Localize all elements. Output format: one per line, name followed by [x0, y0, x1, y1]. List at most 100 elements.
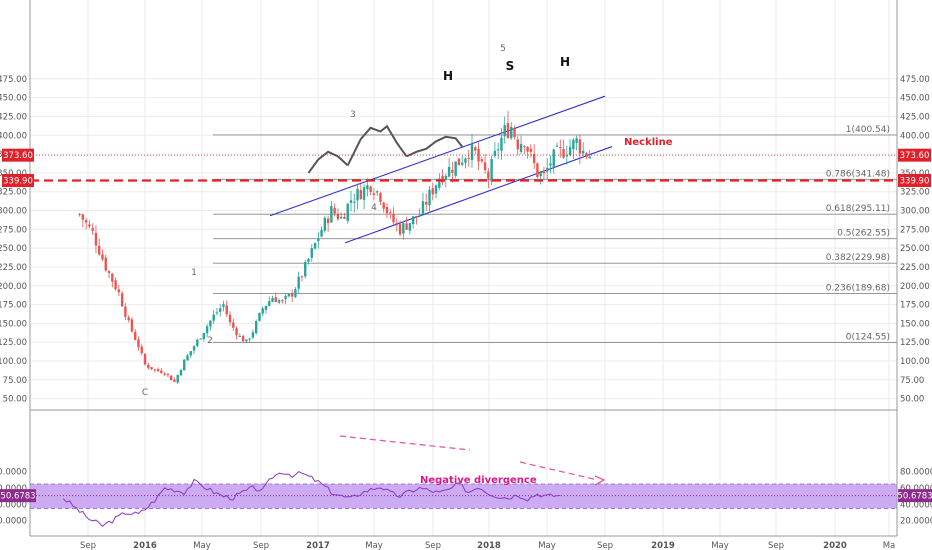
candle-body — [147, 364, 150, 368]
candle-body — [362, 187, 366, 200]
candle-body — [169, 375, 173, 381]
candle-body — [173, 379, 176, 382]
price-tick-label: 450.00 — [900, 94, 930, 104]
candle-body — [578, 139, 582, 154]
time-tick-label: Ma — [883, 541, 896, 550]
candle-body — [219, 308, 222, 312]
candle-body — [457, 158, 461, 166]
candle-body — [431, 188, 434, 195]
candle-body — [117, 289, 121, 293]
candle-body — [268, 301, 271, 306]
time-tick-label: May — [365, 541, 383, 550]
time-tick-label: Sep — [253, 541, 269, 550]
rsi-axis-left: 80.0000 60.0000 40.0000 20.0000 — [0, 468, 27, 527]
rsi-tag-right-box — [898, 489, 932, 503]
candle-body — [333, 207, 336, 214]
candle-body — [529, 148, 533, 152]
candle-body — [307, 258, 310, 262]
time-tick-label: Sep — [597, 541, 613, 550]
time-tick-label: Sep — [80, 541, 96, 550]
candle-body — [549, 163, 552, 166]
rsi-tag-left-text: 50.6783 — [0, 492, 35, 502]
candle-body — [392, 213, 395, 223]
candle-body — [526, 147, 529, 152]
wave-label: 1 — [191, 268, 197, 278]
candle-body — [539, 172, 542, 177]
candle-body — [258, 312, 261, 321]
candle-body — [441, 175, 444, 183]
price-tick-label: 275.00 — [900, 225, 930, 235]
price-tick-label: 450.00 — [0, 94, 27, 104]
candle-body — [500, 137, 503, 151]
candle-body — [565, 155, 569, 157]
candle-body — [130, 319, 134, 332]
candle-body — [196, 339, 199, 346]
candle-body — [304, 262, 307, 277]
candle-body — [444, 175, 448, 180]
neckline-tag-left: 339.90 — [2, 174, 34, 188]
candle-body — [297, 276, 300, 289]
current-price-tag-right: 373.60 — [898, 148, 931, 162]
candle-body — [264, 305, 268, 310]
candle-body — [326, 218, 330, 224]
candle-body — [274, 297, 277, 303]
price-tick-label: 200.00 — [0, 282, 27, 292]
divergence-arrow — [594, 475, 606, 486]
candle-body — [428, 189, 431, 206]
price-tick-label: 250.00 — [0, 244, 27, 254]
candle-body — [294, 289, 297, 298]
candle-body — [454, 161, 457, 176]
candle-body — [271, 297, 274, 303]
head-shoulders-curves — [307, 124, 463, 174]
time-tick-label: 2016 — [133, 541, 157, 550]
candle-body — [114, 280, 117, 290]
candle-body — [120, 293, 124, 307]
fib-label: 0.618(295.11) — [826, 204, 890, 214]
price-tick-label: 325.00 — [0, 188, 27, 198]
candle-body — [189, 351, 192, 356]
rsi-axis-right: 80.0000 60.0000 40.0000 20.0000 — [900, 468, 932, 527]
time-tick-label: 2017 — [306, 541, 330, 550]
candle-body — [532, 154, 536, 164]
neckline-tag-left-text: 339.90 — [3, 177, 33, 187]
price-tick-label: 100.00 — [0, 357, 27, 367]
candle-body — [143, 353, 147, 365]
time-tick-label: 2018 — [477, 541, 501, 550]
rsi-tick-label: 40.0000 — [0, 500, 27, 510]
price-tick-label: 75.00 — [3, 376, 27, 386]
candle-body — [84, 220, 88, 223]
price-tick-label: 300.00 — [900, 207, 930, 217]
hs-curve-3 — [406, 135, 463, 158]
candle-body — [320, 229, 323, 237]
candle-body — [183, 359, 186, 371]
candle-body — [127, 317, 130, 321]
candle-body — [340, 216, 343, 219]
candle-body — [88, 224, 91, 227]
divergence-line-1 — [339, 435, 471, 451]
neckline-label: Neckline — [624, 137, 673, 148]
candle-body — [228, 314, 232, 323]
price-tick-label: 350.00 — [900, 169, 930, 179]
candlestick-series — [78, 110, 591, 384]
candle-body — [290, 292, 294, 297]
candle-body — [179, 369, 183, 376]
candle-body — [398, 224, 402, 235]
divergence-label: Negative divergence — [420, 475, 537, 486]
candle-body — [215, 312, 219, 314]
candle-body — [421, 201, 425, 214]
fibonacci-levels: 1(400.54) 0.786(341.48) 0.618(295.11) 0.5(2… — [213, 125, 897, 343]
candle-body — [369, 186, 372, 192]
candle-body — [581, 150, 585, 154]
fib-label: 0.786(341.48) — [826, 169, 890, 179]
wave-label: 3 — [350, 110, 356, 120]
price-tick-label: 75.00 — [900, 376, 924, 386]
rsi-tick-label: 20.0000 — [900, 517, 932, 527]
candle-body — [281, 300, 284, 302]
candle-body — [434, 185, 438, 194]
candle-body — [245, 339, 248, 342]
time-tick-label: Sep — [768, 541, 784, 550]
candle-body — [81, 214, 85, 220]
candle-body — [176, 375, 179, 383]
candle-body — [202, 332, 206, 340]
